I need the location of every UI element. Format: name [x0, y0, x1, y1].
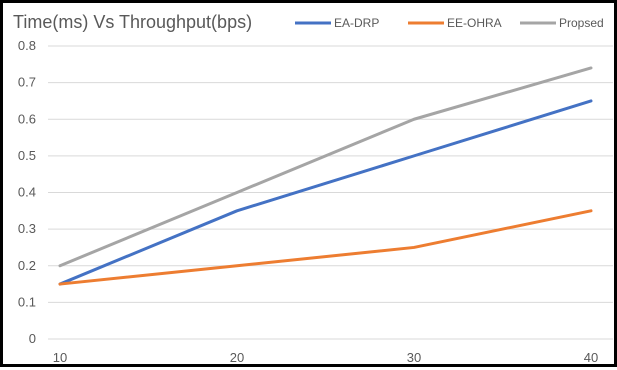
y-tick-label: 0.8 [18, 38, 36, 53]
x-tick-label: 30 [407, 350, 421, 365]
chart-title: Time(ms) Vs Throughput(bps) [13, 12, 252, 32]
line-chart: 0 0.1 0.2 0.3 0.4 0.5 0.6 0.7 0.8 10 20 30 40 Time(… [3, 3, 617, 370]
gridlines [48, 46, 613, 339]
series-line-propsed [60, 68, 591, 266]
legend: EA-DRP EE-OHRA Propsed [295, 16, 604, 30]
y-axis: 0 0.1 0.2 0.3 0.4 0.5 0.6 0.7 0.8 [18, 38, 36, 346]
legend-item-propsed: Propsed [520, 16, 604, 30]
y-tick-label: 0.2 [18, 258, 36, 273]
y-tick-label: 0 [29, 331, 36, 346]
y-tick-label: 0.1 [18, 294, 36, 309]
x-tick-label: 40 [584, 350, 598, 365]
legend-item-ea-drp: EA-DRP [295, 16, 379, 30]
legend-label: Propsed [559, 16, 604, 30]
y-tick-label: 0.3 [18, 221, 36, 236]
y-tick-label: 0.6 [18, 111, 36, 126]
x-axis: 10 20 30 40 [53, 350, 598, 365]
y-tick-label: 0.7 [18, 75, 36, 90]
series-line-ee-ohra [60, 211, 591, 284]
x-tick-label: 20 [230, 350, 244, 365]
y-tick-label: 0.4 [18, 185, 36, 200]
legend-item-ee-ohra: EE-OHRA [408, 16, 502, 30]
legend-label: EA-DRP [334, 16, 379, 30]
y-tick-label: 0.5 [18, 148, 36, 163]
x-tick-label: 10 [53, 350, 67, 365]
legend-label: EE-OHRA [447, 16, 502, 30]
series-lines [60, 68, 591, 284]
